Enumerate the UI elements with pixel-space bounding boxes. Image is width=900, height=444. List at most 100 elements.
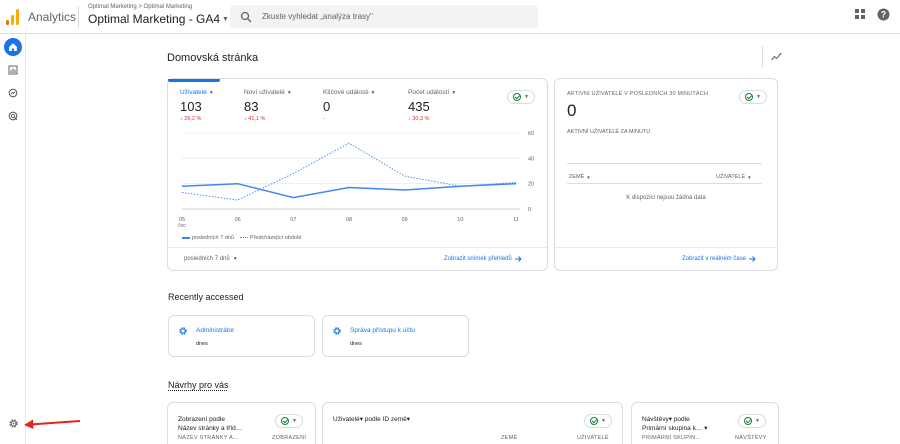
metric-change: ↓ 30,3 %: [408, 116, 430, 122]
suggestion-card-title[interactable]: Návštěvy▾ podle Primární skupina k… ▾: [642, 415, 707, 433]
svg-text:?: ?: [881, 10, 887, 20]
data-quality-button[interactable]: ▼: [739, 90, 767, 104]
nav-reports[interactable]: [4, 61, 22, 79]
insights-button[interactable]: [762, 46, 782, 68]
column-header-country[interactable]: ZEMĚ ▼: [569, 174, 591, 180]
chevron-down-icon: ▼: [292, 418, 297, 424]
chevron-down-icon: ▼: [601, 418, 606, 424]
realtime-card: AKTIVNÍ UŽIVATELÉ V POSLEDNÍCH 30 MINUTÁ…: [554, 78, 778, 271]
settings-gear-icon: [179, 327, 187, 335]
suggestion-card-users-by-country: Uživatelé▾ podle ID země▾ ▼ ZEMĚ UŽIVATE…: [322, 402, 623, 444]
chevron-down-icon: ▼: [756, 94, 761, 100]
apps-grid-icon[interactable]: [855, 9, 866, 20]
recent-item-account-access[interactable]: Správa přístupu k účtu dnes: [322, 315, 469, 357]
realtime-subtitle: AKTIVNÍ UŽIVATELÉ ZA MINUTU: [567, 129, 651, 135]
metric-new-users[interactable]: Noví uživatelé ▼ 83 ↓ 41,1 %: [244, 89, 292, 122]
nav-advertising[interactable]: [4, 107, 22, 125]
metric-key-events[interactable]: Klíčové události ▼ 0 -: [323, 89, 375, 122]
suggestion-title-line: Zobrazení podle: [178, 416, 225, 423]
arrow-right-icon: [514, 256, 522, 262]
legend-current-label: posledních 7 dnů: [192, 235, 234, 241]
recent-item-title: Administrátor: [196, 327, 235, 334]
settings-gear-icon: [333, 327, 341, 335]
legend-previous: Předcházející období: [239, 235, 302, 241]
help-icon[interactable]: ?: [877, 8, 890, 21]
overview-card: Uživatelé ▼ 103 ↓ 26,2 % Noví uživatelé ▼ …: [167, 78, 548, 271]
x-tick-label: 05: [179, 217, 185, 223]
date-range-label: posledních 7 dnů: [184, 256, 230, 262]
data-quality-button[interactable]: ▼: [584, 414, 612, 428]
x-tick-label: 09: [402, 217, 408, 223]
legend-current: posledních 7 dnů: [182, 235, 234, 241]
view-reports-snapshot-link[interactable]: Zobrazit snímek přehledů: [444, 256, 522, 262]
recent-item-administrator[interactable]: Administrátor dnes: [168, 315, 315, 357]
recently-accessed-title: Recently accessed: [168, 292, 244, 302]
metric-event-count[interactable]: Počet událostí ▼ 435 ↓ 30,3 %: [408, 89, 456, 122]
analytics-logo-icon[interactable]: [6, 9, 20, 25]
annotation-arrow: [24, 419, 81, 429]
column-header-users[interactable]: UŽIVATELÉ ▼: [716, 174, 752, 180]
minute-bars-baseline: [567, 163, 762, 164]
x-tick-sublabel: čvc: [178, 223, 186, 229]
suggestion-title-line: Návštěvy▾ podle: [642, 416, 690, 423]
metric-label: Noví uživatelé: [244, 89, 285, 96]
suggestion-card-title[interactable]: Zobrazení podle Název stránky a tříd…: [178, 415, 242, 433]
metric-users[interactable]: Uživatelé ▼ 103 ↓ 26,2 %: [180, 89, 214, 122]
search-input[interactable]: [262, 12, 522, 21]
x-tick-label: 08: [346, 217, 352, 223]
chevron-down-icon: ▼: [586, 174, 591, 180]
chevron-down-icon: ▼: [451, 89, 457, 96]
recent-item-title: Správa přístupu k účtu: [350, 327, 416, 334]
table-header-divider: [567, 183, 762, 184]
property-selector[interactable]: Optimal Marketing - GA4 ▼: [88, 12, 229, 26]
data-quality-button[interactable]: ▼: [275, 414, 303, 428]
selected-tab-indicator: [168, 79, 220, 82]
data-quality-button[interactable]: ▼: [738, 414, 766, 428]
search-bar[interactable]: [230, 5, 538, 28]
metric-value: 435: [408, 99, 430, 114]
y-tick-label: 0: [528, 207, 531, 213]
home-icon: [9, 43, 17, 51]
metric-change: ↓ 41,1 %: [244, 116, 266, 122]
nav-home[interactable]: [4, 38, 22, 56]
column-header: NÁZEV STRÁNKY A…: [178, 435, 239, 441]
suggestion-card-page-views: Zobrazení podle Název stránky a tříd… ▼ …: [167, 402, 316, 444]
legend-swatch-solid: [182, 236, 190, 239]
account-breadcrumb[interactable]: Optimal Marketing > Optimal Marketing: [88, 4, 193, 10]
series-line-previous: [181, 142, 517, 201]
arrow-right-icon: [749, 256, 756, 262]
column-header: ZEMĚ: [501, 435, 518, 441]
legend-previous-label: Předcházející období: [249, 235, 302, 241]
chevron-down-icon: ▼: [370, 89, 376, 96]
chevron-down-icon: ▼: [208, 89, 214, 96]
insights-icon: [771, 53, 782, 61]
data-quality-button[interactable]: ▼: [507, 90, 535, 104]
view-realtime-link[interactable]: Zobrazit v reálném čase: [682, 256, 756, 262]
property-name: Optimal Marketing - GA4: [88, 12, 221, 26]
column-header: ZOBRAZENÍ: [272, 435, 307, 441]
column-header: PRIMÁRNÍ SKUPIN…: [642, 435, 702, 441]
nav-explore[interactable]: [4, 84, 22, 102]
chevron-down-icon: ▼: [747, 174, 752, 180]
y-tick-label: 60: [528, 131, 534, 137]
x-tick-label: 10: [457, 217, 463, 223]
suggestions-title: Návrhy pro vás: [168, 380, 229, 390]
recent-item-date: dnes: [350, 341, 362, 347]
series-line-current: [181, 182, 517, 199]
chevron-down-icon: ▼: [755, 418, 760, 424]
suggestion-title-line: Název stránky a tříd…: [178, 425, 243, 432]
suggestion-card-title[interactable]: Uživatelé▾ podle ID země▾: [333, 415, 410, 424]
column-label: ZEMĚ: [569, 174, 585, 180]
metric-change: -: [323, 116, 325, 122]
card-divider: [168, 247, 547, 248]
metric-label: Počet událostí: [408, 89, 450, 96]
date-range-selector[interactable]: posledních 7 dnů ▼: [184, 256, 238, 262]
divider: [78, 6, 79, 28]
chart-legend: posledních 7 dnů Předcházející období: [182, 235, 302, 241]
chevron-down-icon: ▼: [232, 256, 238, 262]
column-header: NÁVŠTĚVY: [735, 435, 767, 441]
y-tick-label: 40: [528, 156, 534, 162]
nav-admin[interactable]: [4, 414, 22, 432]
metric-value: 103: [180, 99, 202, 114]
metric-label: Klíčové události: [323, 89, 369, 96]
